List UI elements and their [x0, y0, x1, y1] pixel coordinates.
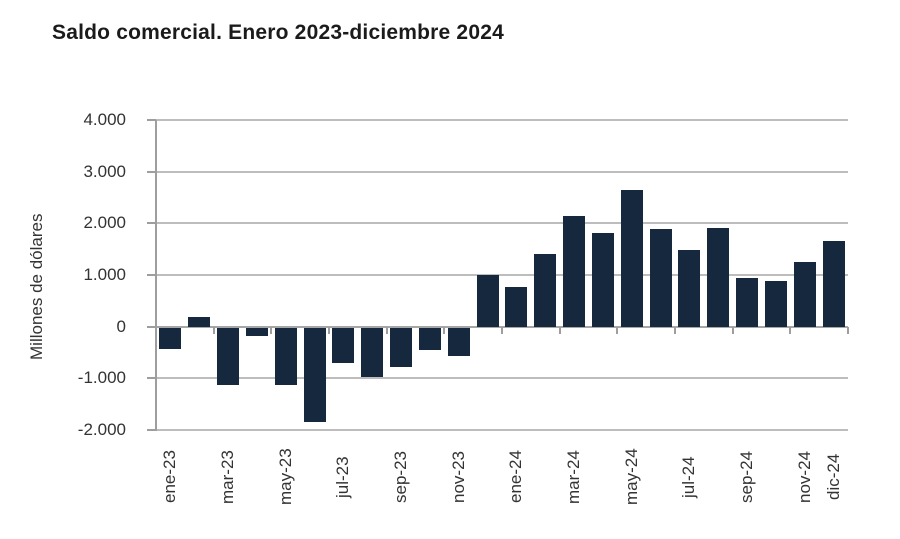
bar-feb-24 [534, 254, 557, 327]
x-axis-label: sep-23 [391, 451, 411, 503]
y-axis-line [155, 120, 157, 431]
x-axis-tick [270, 326, 273, 334]
gridline [156, 274, 848, 276]
x-axis-tick [501, 326, 503, 334]
x-axis-label: mar-23 [218, 450, 238, 504]
x-axis-tick [789, 326, 792, 334]
x-axis-label: jul-23 [333, 456, 353, 498]
bar-jul-23 [332, 327, 355, 363]
bar-ago-23 [361, 327, 384, 377]
bar-jun-24 [649, 229, 672, 327]
bar-dic-23 [476, 275, 499, 327]
y-axis-tick [147, 119, 156, 121]
bar-abr-24 [591, 233, 614, 327]
bar-may-23 [274, 327, 297, 385]
chart-title: Saldo comercial. Enero 2023-diciembre 20… [52, 21, 504, 44]
y-axis-tick-label: 2.000 [83, 213, 126, 233]
x-axis-label: may-24 [621, 448, 641, 506]
y-axis-tick-label: 4.000 [83, 110, 126, 129]
gridline [156, 222, 848, 225]
x-axis-label: mar-24 [564, 450, 584, 504]
y-axis-tick-label: 1.000 [83, 265, 126, 284]
x-axis-tick [212, 326, 215, 334]
bar-sep-23 [390, 327, 413, 367]
gridline [156, 377, 848, 380]
x-axis-label: may-23 [275, 448, 295, 506]
x-axis-label: dic-24 [823, 453, 843, 501]
x-axis-label: ene-23 [160, 450, 180, 504]
y-axis-tick [147, 222, 156, 225]
bar-ene-24 [505, 286, 528, 327]
y-axis-tick-label: 0 [116, 316, 126, 336]
plot-area: 4.000 3.000 2.000 1.000 0 -1.000 -2.000 ene-23 m… [78, 110, 849, 505]
x-axis-tick [674, 326, 676, 334]
x-axis-tick [443, 326, 446, 334]
x-axis-label: jul-24 [679, 456, 699, 498]
x-axis-tick [616, 326, 619, 334]
bar-oct-23 [418, 327, 441, 350]
x-axis-tick [731, 326, 734, 334]
x-axis-tick [847, 326, 849, 334]
bar-ene-23 [159, 327, 182, 350]
bar-nov-24 [793, 261, 816, 327]
x-axis-tick [328, 326, 330, 334]
x-axis-label: nov-23 [448, 451, 468, 503]
bar-dic-24 [822, 240, 845, 327]
x-axis-label: sep-24 [737, 451, 757, 503]
y-axis-tick [147, 325, 156, 328]
y-axis-tick-label: -2.000 [77, 420, 126, 439]
x-axis-tick [155, 326, 157, 334]
y-axis-tick [147, 377, 156, 380]
x-axis-tick [558, 326, 561, 334]
bar-abr-23 [245, 327, 268, 337]
bar-feb-23 [188, 317, 211, 327]
bar-nov-23 [447, 327, 470, 357]
bar-ago-24 [707, 228, 730, 327]
x-axis-tick [385, 326, 388, 334]
bar-jul-24 [678, 249, 701, 327]
bar-jun-23 [303, 327, 326, 422]
y-axis-tick-label: -1.000 [77, 368, 126, 388]
x-axis-label: nov-24 [794, 451, 814, 503]
bar-oct-24 [764, 281, 787, 327]
gridline [156, 170, 848, 173]
y-axis-tick [147, 274, 156, 276]
bar-may-24 [620, 189, 643, 327]
y-axis-tick [147, 170, 156, 173]
gridline [156, 429, 848, 431]
x-axis-label: ene-24 [506, 450, 526, 504]
bar-mar-24 [563, 216, 586, 327]
bar-sep-24 [736, 277, 759, 327]
gridline [156, 119, 848, 121]
y-axis-tick [147, 429, 156, 431]
y-axis-tick-label: 3.000 [83, 161, 126, 181]
bar-mar-23 [217, 327, 240, 386]
